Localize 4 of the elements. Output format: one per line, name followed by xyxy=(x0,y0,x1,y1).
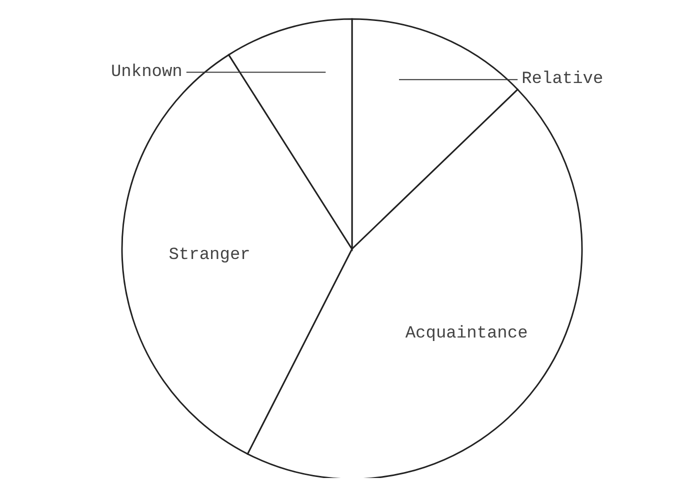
slice-label: Unknown xyxy=(110,62,182,82)
slice-label: Acquaintance xyxy=(405,324,528,344)
slice-label: Stranger xyxy=(168,246,250,266)
slice-label: Relative xyxy=(522,70,604,90)
